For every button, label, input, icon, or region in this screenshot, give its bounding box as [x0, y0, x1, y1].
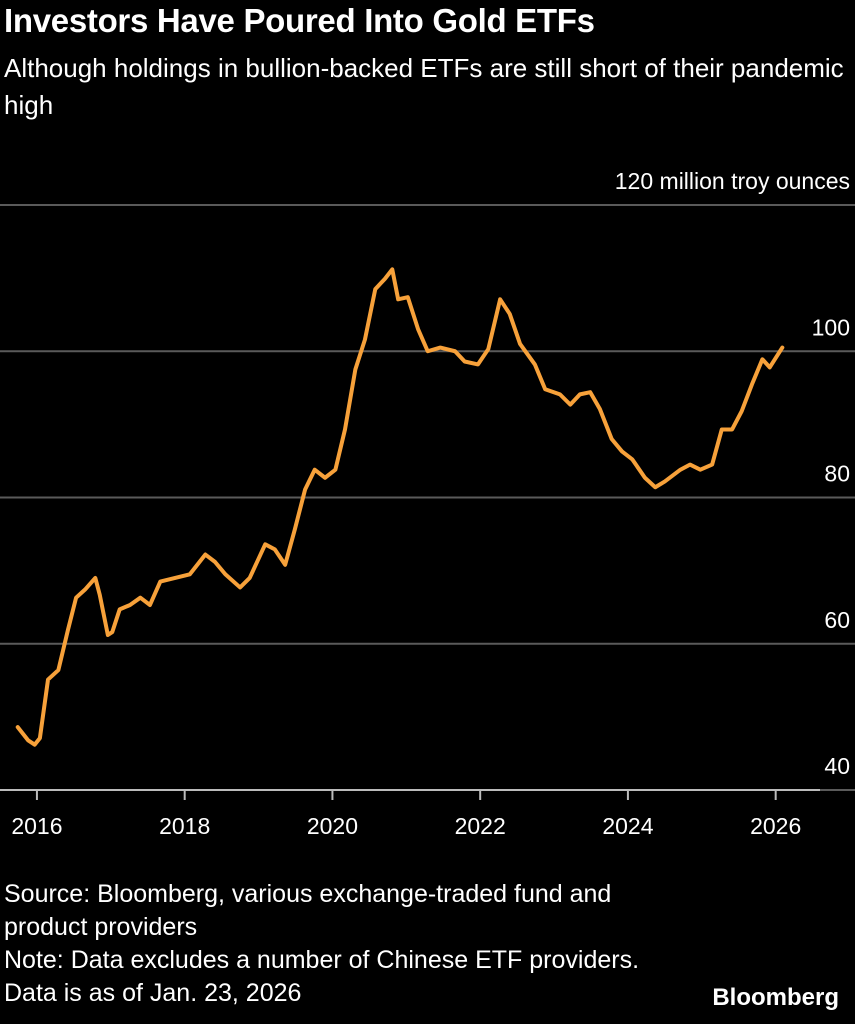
x-tick-label: 2016: [11, 813, 62, 839]
y-tick-label: 60: [824, 607, 850, 633]
x-tick-label: 2018: [159, 813, 210, 839]
data-line: [15, 267, 785, 747]
y-tick-label: 40: [824, 753, 850, 779]
x-tick-label: 2026: [750, 813, 801, 839]
data-note: Note: Data excludes a number of Chinese …: [4, 946, 640, 1007]
brand-logo: Bloomberg: [712, 984, 839, 1011]
x-tick-label: 2020: [307, 813, 358, 839]
y-tick-label: 120 million troy ounces: [615, 168, 850, 194]
x-tick-label: 2024: [602, 813, 653, 839]
chart-title: Investors Have Poured Into Gold ETFs: [4, 2, 595, 39]
y-tick-label: 80: [824, 461, 850, 487]
y-tick-label: 100: [812, 314, 850, 340]
source-note: Source: Bloomberg, various exchange-trad…: [4, 880, 612, 941]
x-tick-label: 2022: [455, 813, 506, 839]
chart-subtitle: Although holdings in bullion-backed ETFs…: [4, 53, 844, 120]
